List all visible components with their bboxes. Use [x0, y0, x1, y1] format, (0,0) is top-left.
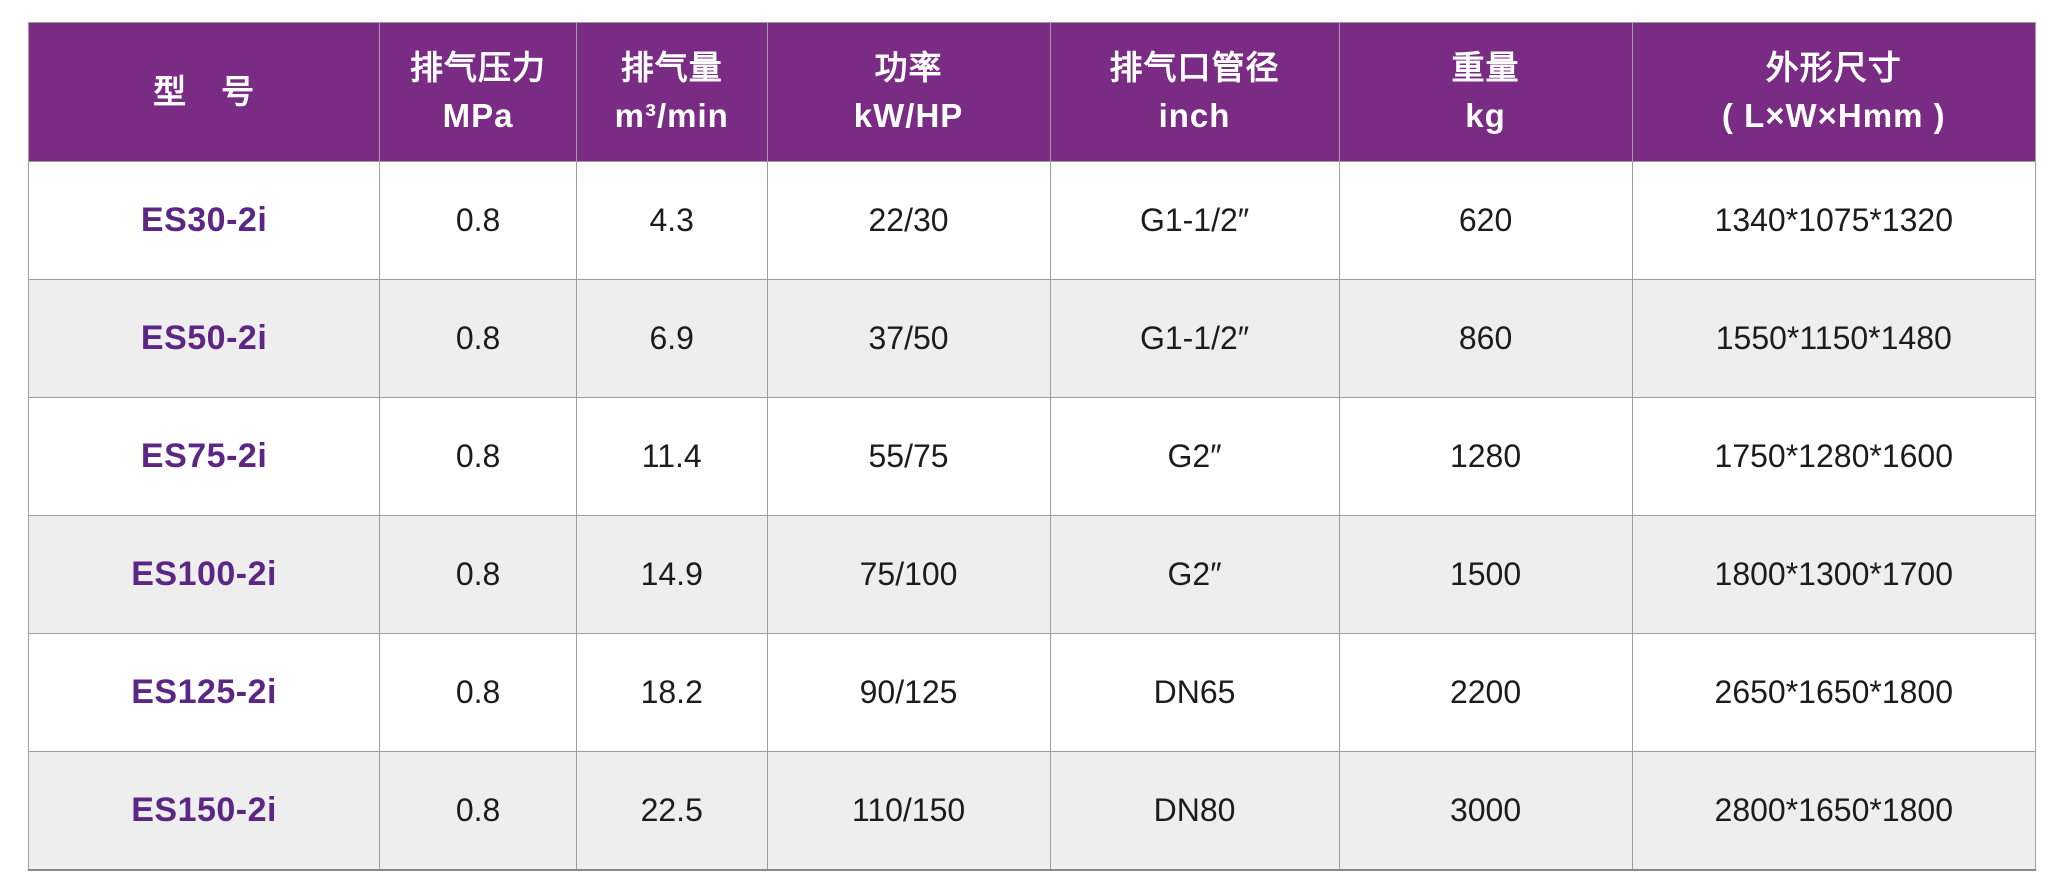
cell-pressure: 0.8	[379, 397, 577, 516]
cell-pressure: 0.8	[379, 279, 577, 398]
header-unit: ( L×W×Hmm )	[1721, 97, 1946, 134]
table-row: ES30-2i 0.8 4.3 22/30 G1-1/2″ 620 1340*1…	[27, 161, 2037, 280]
cell-displacement: 6.9	[575, 279, 768, 398]
cell-weight: 620	[1338, 161, 1633, 280]
cell-dimensions: 2800*1650*1800	[1631, 751, 2037, 871]
cell-pressure: 0.8	[379, 515, 577, 634]
header-title: 外形尺寸	[1765, 49, 1902, 87]
cell-displacement: 22.5	[575, 751, 768, 871]
cell-displacement: 11.4	[575, 397, 768, 516]
cell-weight: 1280	[1338, 397, 1633, 516]
column-header-model: 型 号	[27, 22, 381, 162]
column-header-displacement: 排气量 m³/min	[575, 22, 768, 162]
cell-power: 90/125	[766, 633, 1051, 752]
cell-power: 55/75	[766, 397, 1051, 516]
header-title: 功率	[874, 49, 943, 87]
cell-model: ES75-2i	[27, 397, 381, 516]
cell-power: 75/100	[766, 515, 1051, 634]
cell-weight: 3000	[1338, 751, 1633, 871]
cell-model: ES50-2i	[27, 279, 381, 398]
table-row: ES125-2i 0.8 18.2 90/125 DN65 2200 2650*…	[27, 633, 2037, 752]
cell-port: G2″	[1049, 515, 1340, 634]
column-header-dimensions: 外形尺寸 ( L×W×Hmm )	[1631, 22, 2037, 162]
header-unit: inch	[1158, 97, 1231, 134]
header-title: 排气口管径	[1109, 49, 1280, 87]
column-header-power: 功率 kW/HP	[766, 22, 1051, 162]
cell-weight: 2200	[1338, 633, 1633, 752]
cell-power: 110/150	[766, 751, 1051, 871]
cell-model: ES150-2i	[27, 751, 381, 871]
cell-displacement: 14.9	[575, 515, 768, 634]
cell-weight: 860	[1338, 279, 1633, 398]
cell-weight: 1500	[1338, 515, 1633, 634]
cell-model: ES100-2i	[27, 515, 381, 634]
spec-table: 型 号 排气压力 MPa 排气量 m³/min 功率 kW/HP	[27, 22, 2037, 871]
cell-model: ES30-2i	[27, 161, 381, 280]
cell-dimensions: 2650*1650*1800	[1631, 633, 2037, 752]
header-title: 排气量	[620, 49, 723, 87]
spec-table-container: 型 号 排气压力 MPa 排气量 m³/min 功率 kW/HP	[27, 22, 2037, 871]
table-row: ES100-2i 0.8 14.9 75/100 G2″ 1500 1800*1…	[27, 515, 2037, 634]
cell-dimensions: 1340*1075*1320	[1631, 161, 2037, 280]
cell-port: G1-1/2″	[1049, 279, 1340, 398]
cell-port: G1-1/2″	[1049, 161, 1340, 280]
header-title: 重量	[1451, 49, 1520, 87]
column-header-port: 排气口管径 inch	[1049, 22, 1340, 162]
table-header: 型 号 排气压力 MPa 排气量 m³/min 功率 kW/HP	[27, 22, 2037, 162]
header-title: 排气压力	[410, 49, 547, 87]
cell-displacement: 4.3	[575, 161, 768, 280]
table-row: ES50-2i 0.8 6.9 37/50 G1-1/2″ 860 1550*1…	[27, 279, 2037, 398]
cell-port: G2″	[1049, 397, 1340, 516]
cell-model: ES125-2i	[27, 633, 381, 752]
table-row: ES150-2i 0.8 22.5 110/150 DN80 3000 2800…	[27, 751, 2037, 871]
cell-pressure: 0.8	[379, 633, 577, 752]
header-row: 型 号 排气压力 MPa 排气量 m³/min 功率 kW/HP	[27, 22, 2037, 162]
cell-port: DN65	[1049, 633, 1340, 752]
header-unit: m³/min	[614, 97, 729, 134]
header-unit: kg	[1465, 97, 1506, 134]
cell-dimensions: 1800*1300*1700	[1631, 515, 2037, 634]
header-unit: MPa	[442, 97, 514, 134]
table-row: ES75-2i 0.8 11.4 55/75 G2″ 1280 1750*128…	[27, 397, 2037, 516]
table-body: ES30-2i 0.8 4.3 22/30 G1-1/2″ 620 1340*1…	[27, 161, 2037, 871]
column-header-weight: 重量 kg	[1338, 22, 1633, 162]
cell-pressure: 0.8	[379, 751, 577, 871]
header-unit: kW/HP	[853, 97, 964, 134]
cell-displacement: 18.2	[575, 633, 768, 752]
cell-dimensions: 1750*1280*1600	[1631, 397, 2037, 516]
column-header-pressure: 排气压力 MPa	[379, 22, 577, 162]
cell-power: 22/30	[766, 161, 1051, 280]
cell-port: DN80	[1049, 751, 1340, 871]
cell-pressure: 0.8	[379, 161, 577, 280]
cell-dimensions: 1550*1150*1480	[1631, 279, 2037, 398]
cell-power: 37/50	[766, 279, 1051, 398]
header-title: 型 号	[153, 73, 256, 111]
